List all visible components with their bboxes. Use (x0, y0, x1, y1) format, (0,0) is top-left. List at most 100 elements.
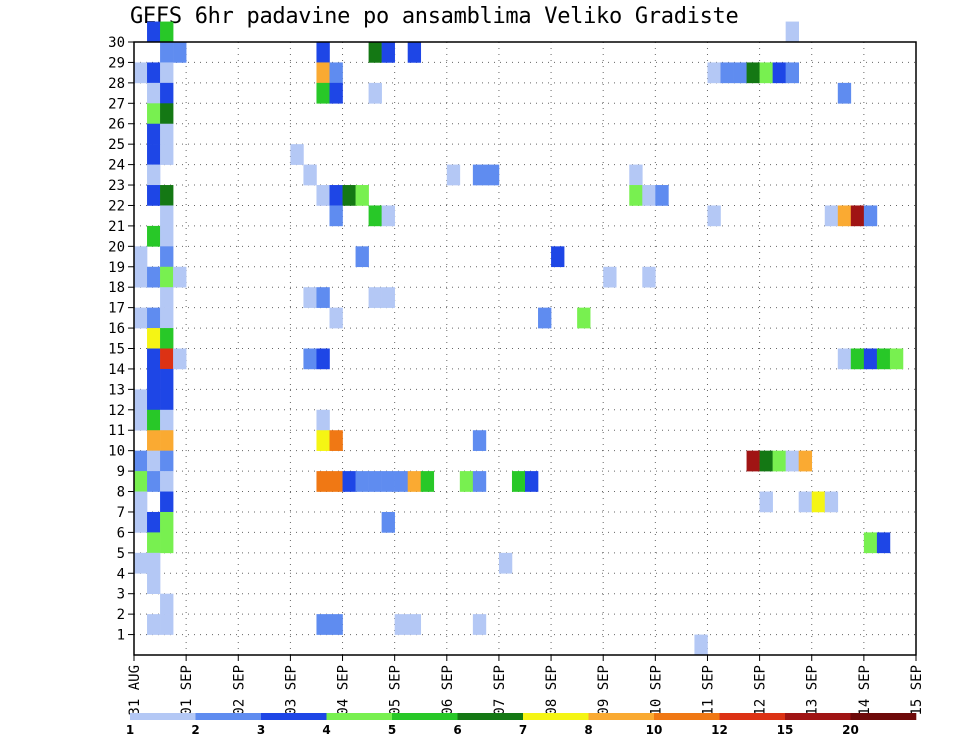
heatmap-cell (798, 491, 813, 513)
x-tick-label: 03 SEP (283, 665, 299, 716)
legend-swatch (326, 713, 393, 720)
heatmap-cell (160, 491, 174, 513)
heatmap-cell (147, 103, 161, 125)
heatmap-cell (850, 205, 865, 227)
heatmap-cell (407, 42, 422, 63)
heatmap-cell (160, 62, 174, 84)
heatmap-cell (160, 471, 174, 492)
heatmap-cell (876, 348, 891, 370)
heatmap-cell (147, 62, 161, 84)
heatmap-cell (160, 185, 174, 206)
heatmap-cell (642, 185, 656, 206)
heatmap-cell (368, 82, 382, 104)
heatmap-cell (342, 185, 356, 206)
heatmap-cell (147, 185, 161, 206)
legend-label: 8 (584, 723, 592, 737)
heatmap-cell (147, 123, 161, 145)
legend-swatch (195, 713, 262, 720)
heatmap-cell (160, 532, 174, 554)
heatmap-cell (160, 368, 174, 390)
x-tick-label: 13 SEP (805, 665, 821, 716)
y-tick-label: 27 (108, 96, 125, 112)
heatmap-cell (863, 532, 878, 554)
heatmap-cell (173, 42, 187, 63)
legend-swatch (588, 713, 655, 720)
heatmap-cell (355, 185, 369, 206)
heatmap-cell (160, 246, 174, 268)
legend-label: 10 (646, 723, 663, 737)
heatmap-cell (368, 205, 382, 227)
legend-label: 4 (322, 723, 330, 737)
heatmap-cell (147, 164, 161, 186)
x-tick-label: 05 SEP (388, 665, 404, 716)
heatmap-cell (160, 450, 174, 472)
legend-label: 5 (388, 723, 396, 737)
y-tick-label: 17 (108, 301, 125, 317)
heatmap-cell (134, 450, 148, 472)
heatmap-cell (850, 348, 865, 370)
legend-label: 7 (519, 723, 527, 737)
heatmap-cell (147, 21, 161, 43)
heatmap-cell (160, 205, 174, 227)
y-tick-label: 29 (108, 55, 125, 71)
heatmap-cell (134, 62, 148, 84)
y-tick-label: 21 (108, 219, 125, 235)
heatmap-cell (863, 348, 878, 370)
heatmap-cell (316, 82, 330, 104)
y-tick-label: 12 (108, 403, 125, 419)
heatmap-cell (329, 185, 343, 206)
heatmap-cell (889, 348, 904, 370)
heatmap-cell (603, 266, 617, 288)
heatmap-cell (694, 634, 708, 656)
heatmap-cell (134, 471, 148, 492)
heatmap-cell (368, 471, 382, 492)
heatmap-cell (316, 42, 330, 63)
y-tick-label: 16 (108, 321, 125, 337)
heatmap-cell (147, 307, 161, 329)
x-tick-label: 12 SEP (753, 665, 769, 716)
y-tick-label: 1 (117, 628, 125, 644)
heatmap-cell (329, 62, 343, 84)
heatmap-cell (160, 287, 174, 308)
legend-label: 20 (842, 723, 859, 737)
heatmap-cell (798, 450, 813, 472)
heatmap-cell (876, 532, 891, 554)
heatmap-cell (316, 185, 330, 206)
y-tick-label: 20 (108, 239, 125, 255)
legend-swatch (523, 713, 589, 720)
heatmap-cell (134, 409, 148, 431)
legend-label: 1 (126, 723, 134, 737)
heatmap-cell (746, 450, 760, 472)
heatmap-cell (772, 450, 786, 472)
heatmap-cell (329, 307, 343, 329)
heatmap-cell (459, 471, 474, 492)
chart-title: GEFS 6hr padavine po ansamblima Veliko G… (130, 4, 739, 29)
heatmap-cell (316, 62, 330, 84)
heatmap-cell (759, 62, 773, 84)
heatmap-cell (707, 62, 721, 84)
heatmap-cell (407, 614, 422, 635)
heatmap-cell (329, 82, 343, 104)
heatmap-cell (355, 471, 369, 492)
x-tick-label: 06 SEP (440, 665, 456, 716)
y-tick-label: 28 (108, 76, 125, 92)
heatmap-cell (837, 82, 852, 104)
heatmap-cell (316, 471, 330, 492)
x-tick-label: 10 SEP (648, 665, 664, 716)
heatmap-cell (629, 164, 643, 186)
heatmap-cell (837, 205, 852, 227)
heatmap-cell (160, 103, 174, 125)
heatmap-cell (472, 430, 487, 451)
x-tick-label: 01 SEP (179, 665, 195, 716)
heatmap-cell (472, 164, 487, 186)
heatmap-cell (381, 42, 395, 63)
heatmap-cell (160, 593, 174, 615)
y-tick-label: 18 (108, 280, 125, 296)
heatmap-cell (173, 348, 187, 370)
heatmap-cell (772, 62, 786, 84)
heatmap-cell (394, 614, 408, 635)
heatmap-cell (160, 348, 174, 370)
heatmap-cell (160, 430, 174, 451)
heatmap-cell (577, 307, 591, 329)
